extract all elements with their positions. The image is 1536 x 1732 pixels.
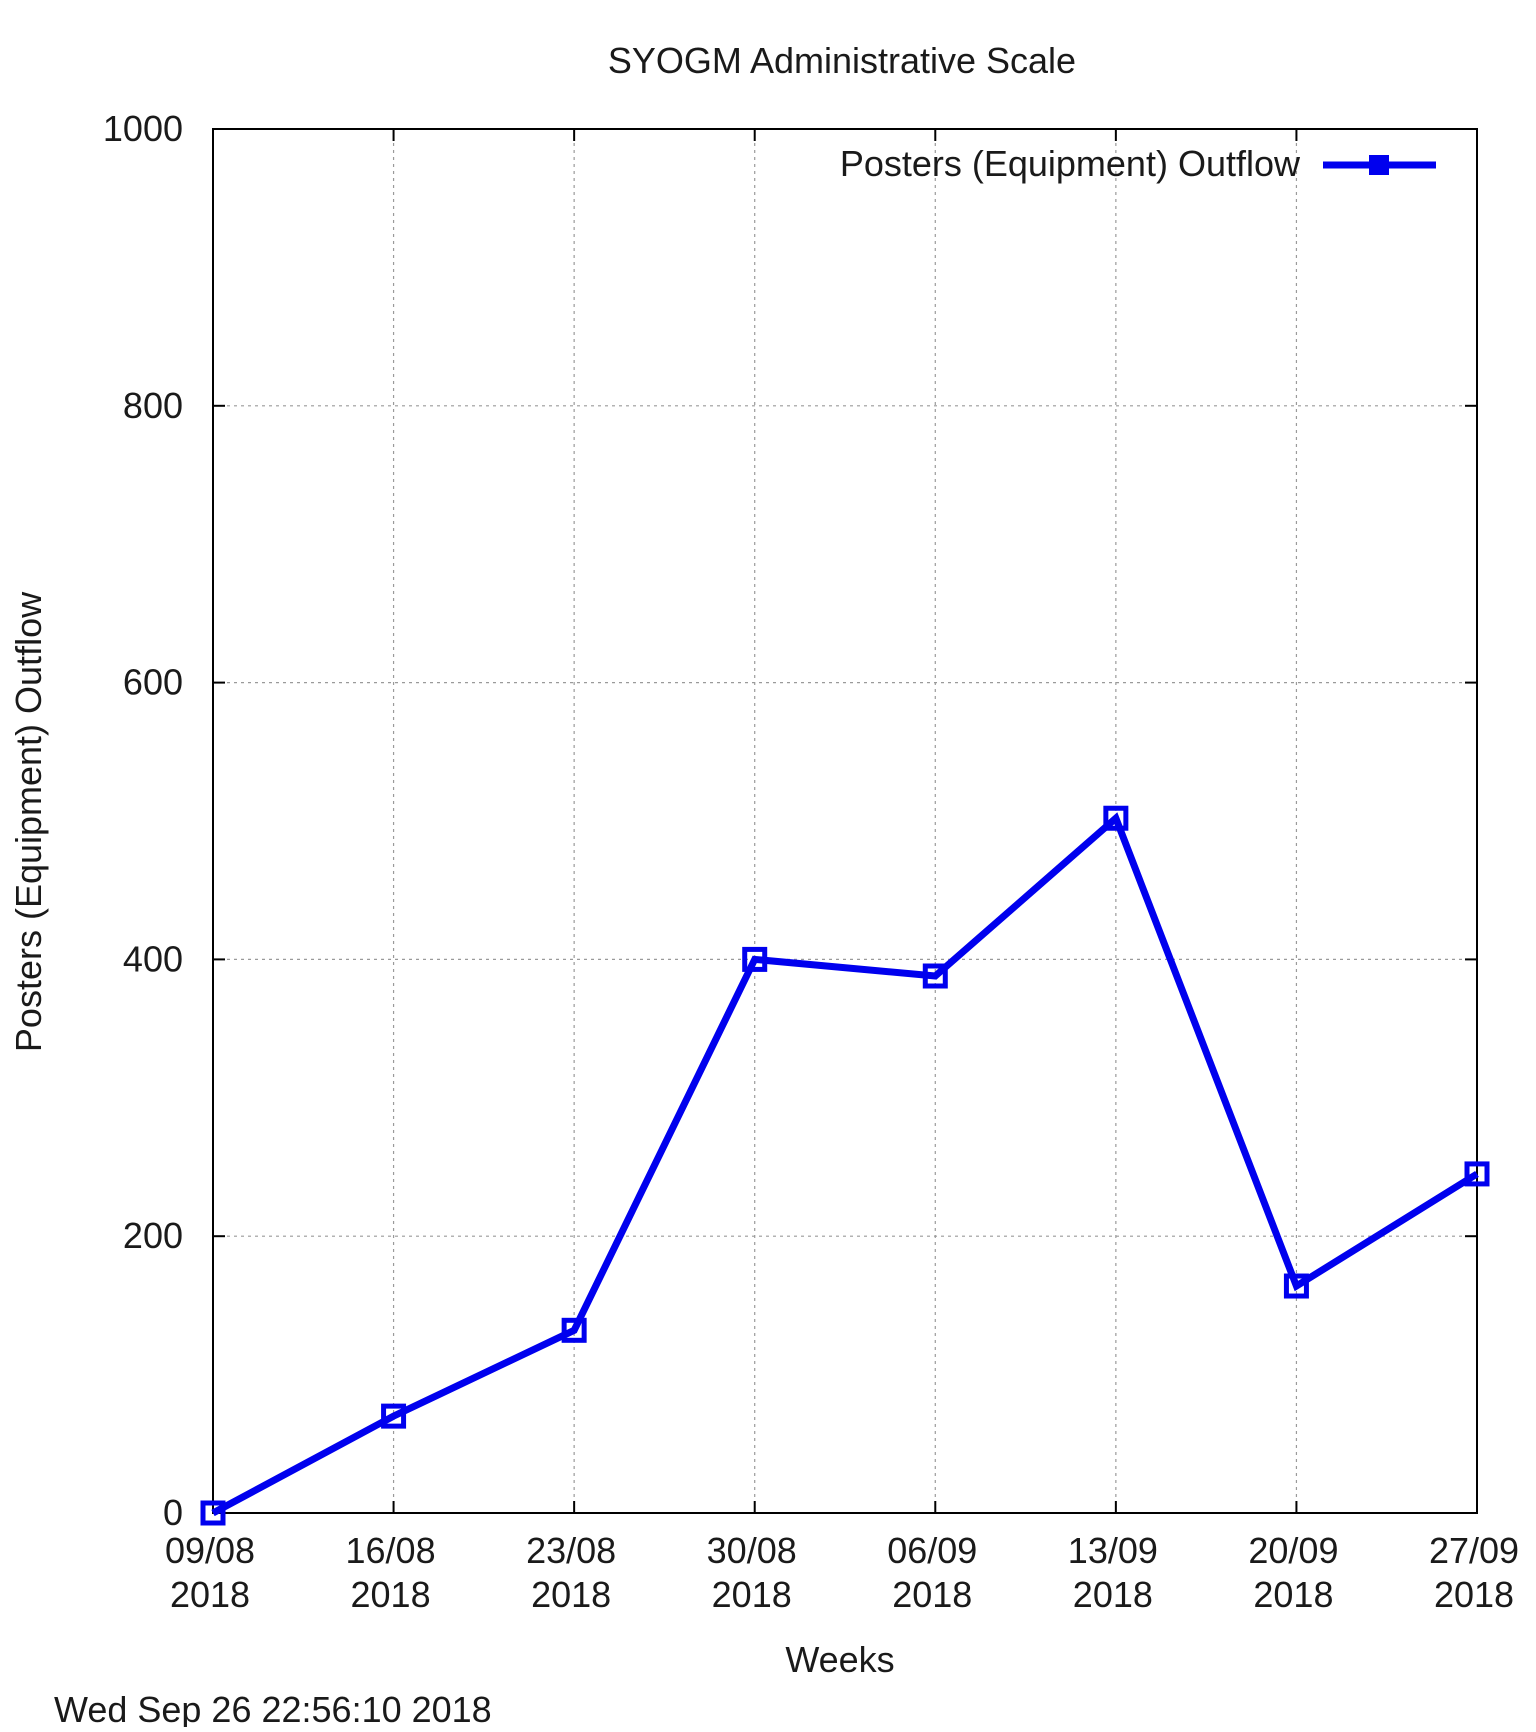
legend: Posters (Equipment) Outflow (840, 143, 1436, 184)
y-tick-label: 0 (163, 1492, 183, 1533)
series-layer (200, 805, 1490, 1526)
x-tick-label-year: 2018 (712, 1574, 792, 1615)
x-tick-label-date: 27/09 (1429, 1530, 1519, 1571)
data-point-marker (381, 1403, 407, 1429)
x-tick-label-year: 2018 (351, 1574, 431, 1615)
x-tick-label-date: 30/08 (707, 1530, 797, 1571)
data-point-marker (1283, 1273, 1309, 1299)
grid-lines (213, 129, 1477, 1513)
y-tick-label: 800 (123, 385, 183, 426)
y-tick-label: 1000 (103, 108, 183, 149)
x-tick-label-date: 20/09 (1248, 1530, 1338, 1571)
x-tick-label-date: 16/08 (346, 1530, 436, 1571)
data-point-marker (1464, 1161, 1490, 1187)
data-point-marker (922, 963, 948, 989)
x-axis-label: Weeks (785, 1639, 894, 1680)
x-tick-label-year: 2018 (1434, 1574, 1514, 1615)
plot-frame (212, 128, 1478, 1514)
x-tick-label-year: 2018 (531, 1574, 611, 1615)
x-tick-label-year: 2018 (1253, 1574, 1333, 1615)
y-tick-label: 200 (123, 1215, 183, 1256)
x-tick-label-year: 2018 (170, 1574, 250, 1615)
axis-ticks: 0200400600800100009/08201816/08201823/08… (103, 108, 1519, 1615)
x-tick-label-date: 09/08 (165, 1530, 255, 1571)
series-line (211, 812, 1479, 1517)
data-point-marker (742, 946, 768, 972)
y-tick-label: 600 (123, 662, 183, 703)
x-tick-label-date: 23/08 (526, 1530, 616, 1571)
x-tick-label-date: 06/09 (887, 1530, 977, 1571)
y-axis-label: Posters (Equipment) Outflow (8, 591, 49, 1052)
data-point-marker (200, 1500, 226, 1526)
footer-timestamp: Wed Sep 26 22:56:10 2018 (54, 1689, 492, 1727)
data-point-marker (561, 1317, 587, 1343)
x-tick-label-date: 13/09 (1068, 1530, 1158, 1571)
y-tick-label: 400 (123, 938, 183, 979)
data-point-marker (1103, 805, 1129, 831)
legend-marker-swatch (1369, 155, 1389, 175)
x-tick-label-year: 2018 (892, 1574, 972, 1615)
chart-title: SYOGM Administrative Scale (608, 40, 1076, 81)
legend-label: Posters (Equipment) Outflow (840, 143, 1301, 184)
x-tick-label-year: 2018 (1073, 1574, 1153, 1615)
